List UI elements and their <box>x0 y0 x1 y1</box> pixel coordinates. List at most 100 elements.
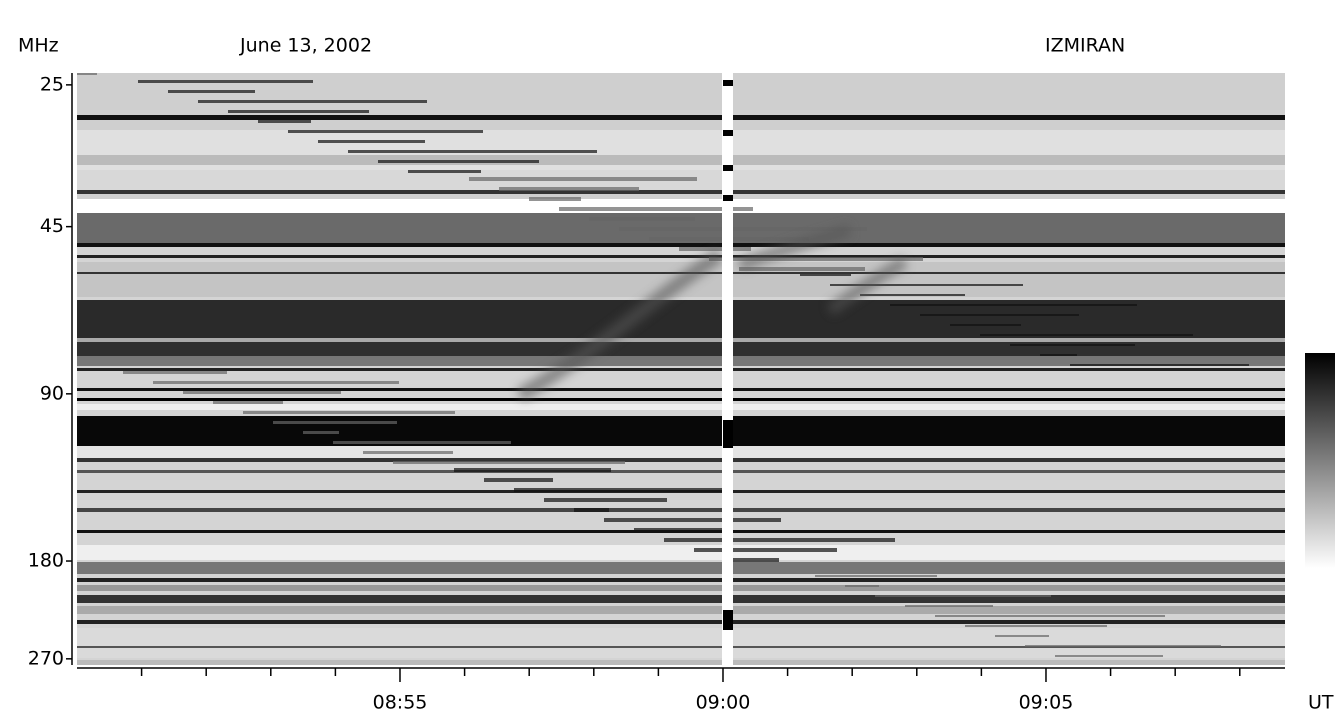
noise-dash <box>604 518 781 522</box>
colorbar <box>1305 353 1335 568</box>
noise-dash <box>544 498 667 502</box>
noise-dash <box>559 207 753 211</box>
spectral-band <box>77 595 1285 603</box>
noise-dash <box>243 411 455 414</box>
spectral-band <box>77 388 1285 391</box>
spectral-band <box>77 562 1285 574</box>
noise-dash <box>77 73 97 75</box>
spectral-band <box>77 646 1285 648</box>
burst <box>737 224 908 315</box>
noise-dash <box>619 227 867 231</box>
noise-dash <box>965 625 1107 627</box>
spectral-band <box>77 368 1285 371</box>
spectral-band <box>77 338 1285 342</box>
noise-dash <box>739 267 865 271</box>
spectral-band <box>77 115 1285 120</box>
chart-title: June 13, 2002 <box>239 35 372 57</box>
spectral-band <box>77 255 1285 258</box>
noise-dash <box>724 558 779 562</box>
noise-dash <box>228 110 369 113</box>
spectral-band <box>77 342 1285 356</box>
y-axis-label: MHz <box>18 35 59 57</box>
noise-dash <box>318 140 425 143</box>
chart-subtitle: IZMIRAN <box>1045 35 1125 57</box>
gap-block <box>723 165 733 171</box>
gap-block <box>723 195 733 201</box>
noise-dash <box>378 160 539 163</box>
noise-dash <box>123 371 227 374</box>
noise-dash <box>875 595 1051 597</box>
spectral-band <box>77 508 1285 512</box>
noise-dash <box>574 508 609 512</box>
spectral-band <box>77 545 1285 560</box>
noise-dash <box>935 615 1165 617</box>
spectral-band <box>77 620 1285 624</box>
noise-dash <box>183 391 341 394</box>
noise-dash <box>514 488 725 492</box>
spectral-band <box>77 243 1285 247</box>
noise-dash <box>1025 645 1221 647</box>
noise-dash <box>980 334 1193 336</box>
spectral-band <box>77 300 1285 338</box>
noise-dash <box>815 575 937 577</box>
noise-dash <box>995 635 1049 637</box>
noise-dash <box>213 401 283 404</box>
spectral-band <box>77 416 1285 446</box>
noise-dash <box>950 324 1021 326</box>
noise-dash <box>890 304 1137 306</box>
x-axis-label: UT <box>1308 692 1334 714</box>
noise-dash <box>634 528 723 532</box>
noise-dash <box>303 431 339 434</box>
noise-dash <box>905 605 993 607</box>
noise-dash <box>393 461 625 464</box>
data-gap <box>722 73 733 665</box>
spectral-band <box>77 628 1285 658</box>
spectral-band <box>77 585 1285 591</box>
noise-dash <box>153 381 399 384</box>
spectral-band <box>77 446 1285 460</box>
noise-dash <box>138 80 313 83</box>
noise-dash <box>679 247 751 251</box>
noise-dash <box>709 257 923 261</box>
noise-dash <box>408 170 481 173</box>
spectral-band <box>77 606 1285 614</box>
x-tick-label: 09:05 <box>1019 692 1074 714</box>
noise-dash <box>664 538 895 542</box>
noise-dash <box>1055 655 1163 657</box>
noise-dash <box>363 451 453 454</box>
noise-dash <box>800 274 851 276</box>
spectral-band <box>77 660 1285 665</box>
spectral-band <box>77 190 1285 194</box>
spectral-band <box>77 470 1285 473</box>
spectral-band <box>77 356 1285 366</box>
spectral-band <box>77 199 1285 213</box>
y-tick-label: 25 <box>40 73 64 95</box>
x-tick-label: 08:55 <box>373 692 428 714</box>
gap-block <box>723 440 733 448</box>
noise-dash <box>168 90 255 93</box>
noise-dash <box>920 314 1079 316</box>
noise-dash <box>499 187 639 191</box>
noise-dash <box>529 197 581 201</box>
gap-block <box>723 610 733 630</box>
noise-dash <box>484 478 553 482</box>
spectral-band <box>77 398 1285 401</box>
y-tick-label: 270 <box>28 647 64 669</box>
noise-dash <box>348 150 597 153</box>
noise-dash <box>1040 354 1077 356</box>
gap-block <box>723 420 733 440</box>
spectral-band <box>77 578 1285 582</box>
noise-dash <box>589 217 695 221</box>
y-tick-label: 180 <box>28 550 64 572</box>
spectral-band <box>77 155 1285 165</box>
gap-block <box>723 130 733 136</box>
burst <box>516 249 724 402</box>
noise-dash <box>1010 344 1135 346</box>
noise-dash <box>288 130 483 133</box>
noise-dash <box>860 294 965 296</box>
spectral-band <box>77 404 1285 410</box>
spectrogram <box>77 73 1285 665</box>
gap-block <box>723 80 733 86</box>
